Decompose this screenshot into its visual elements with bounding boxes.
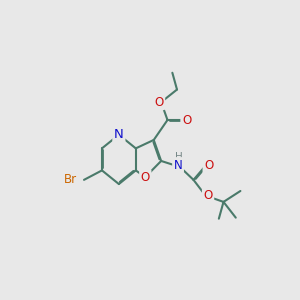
Text: N: N: [174, 159, 182, 172]
Text: Br: Br: [64, 173, 76, 186]
Text: H: H: [175, 152, 183, 162]
Text: O: O: [141, 171, 150, 184]
Text: O: O: [154, 96, 164, 109]
Text: O: O: [182, 113, 191, 127]
Text: N: N: [114, 128, 124, 141]
Text: O: O: [203, 189, 213, 202]
Text: O: O: [204, 159, 213, 172]
